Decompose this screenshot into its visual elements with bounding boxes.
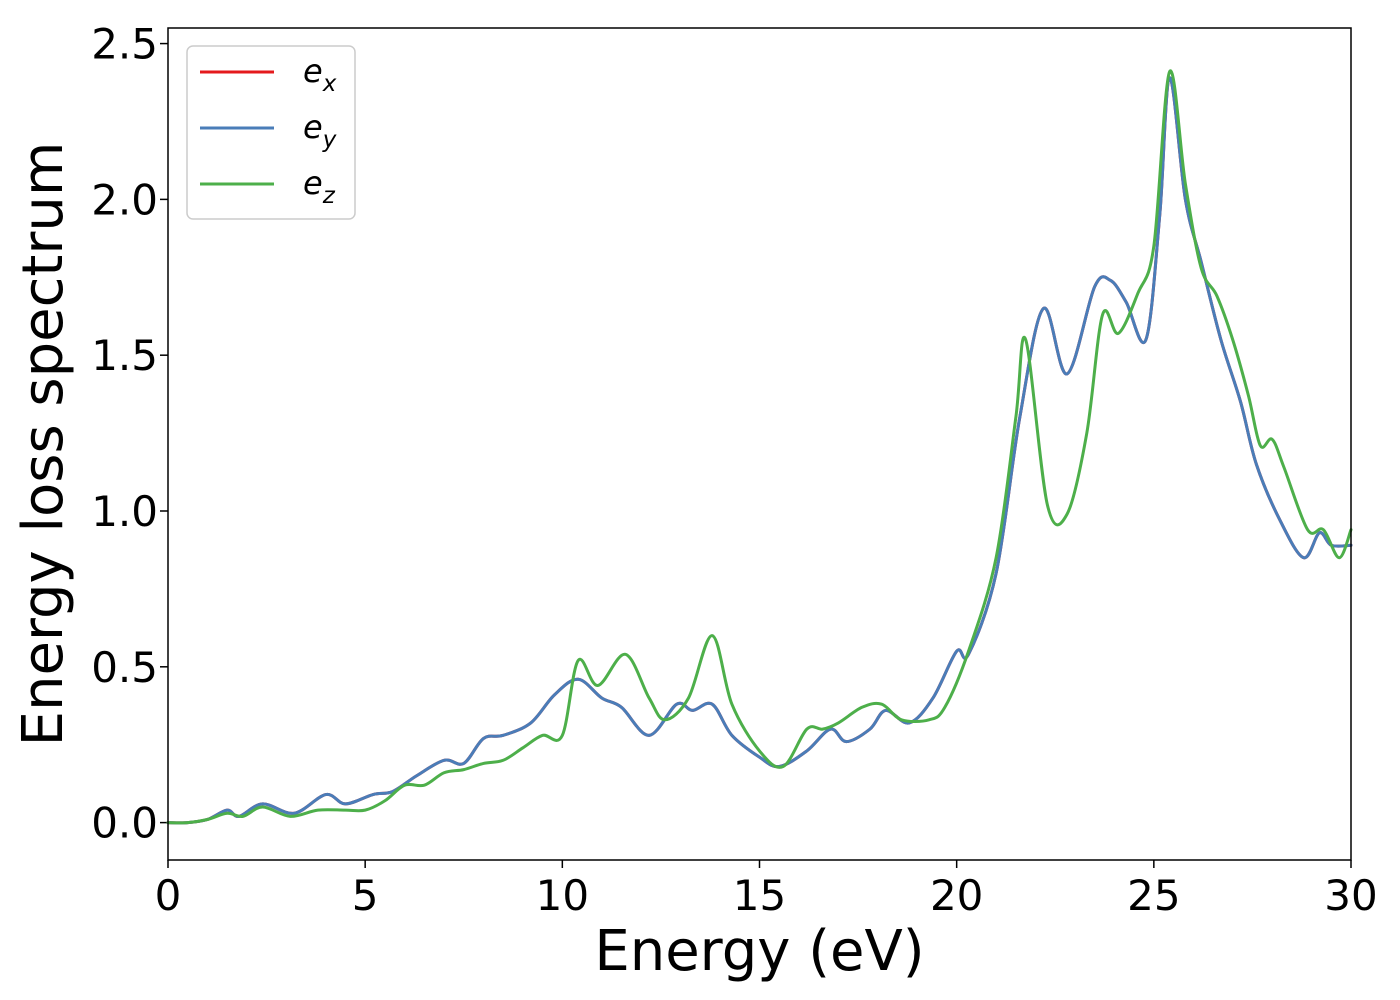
x-tick-label: 30 bbox=[1324, 871, 1377, 920]
legend-label-subscript: z bbox=[322, 183, 336, 209]
series-line-e-z bbox=[166, 69, 1353, 825]
plot-frame bbox=[167, 27, 1352, 861]
x-axis-label: Energy (eV) bbox=[594, 919, 924, 984]
legend-label-base: e bbox=[303, 108, 323, 146]
y-axis-label: Energy loss spectrum bbox=[11, 142, 76, 747]
legend-box bbox=[186, 45, 356, 220]
y-tick-label: 2.5 bbox=[91, 20, 158, 69]
y-tick-label: 0.0 bbox=[91, 799, 158, 848]
y-tick-label: 2.0 bbox=[91, 175, 158, 224]
y-tick-label: 0.5 bbox=[91, 643, 158, 692]
legend-label-e-y: ey bbox=[303, 108, 337, 153]
series-lines bbox=[166, 69, 1353, 825]
legend-label-base: e bbox=[303, 52, 323, 90]
legend-label-e-x: ex bbox=[303, 52, 337, 97]
axis-ticks: 0 5 10 15 20 25 30 0.0 0.5 1.0 1.5 2.0 2.5 bbox=[91, 20, 1378, 920]
y-tick-label: 1.5 bbox=[91, 331, 158, 380]
legend-label-subscript: y bbox=[322, 127, 337, 153]
legend-label-base: e bbox=[303, 164, 323, 202]
series-line-e-y bbox=[166, 76, 1353, 825]
x-tick-label: 0 bbox=[155, 871, 182, 920]
x-tick-label: 10 bbox=[536, 871, 589, 920]
x-tick-label: 15 bbox=[733, 871, 786, 920]
x-tick-label: 20 bbox=[930, 871, 983, 920]
x-tick-label: 5 bbox=[352, 871, 379, 920]
y-tick-label: 1.0 bbox=[91, 487, 158, 536]
legend-label-e-z: ez bbox=[303, 164, 336, 209]
legend-label-subscript: x bbox=[322, 71, 337, 97]
x-tick-label: 25 bbox=[1127, 871, 1180, 920]
